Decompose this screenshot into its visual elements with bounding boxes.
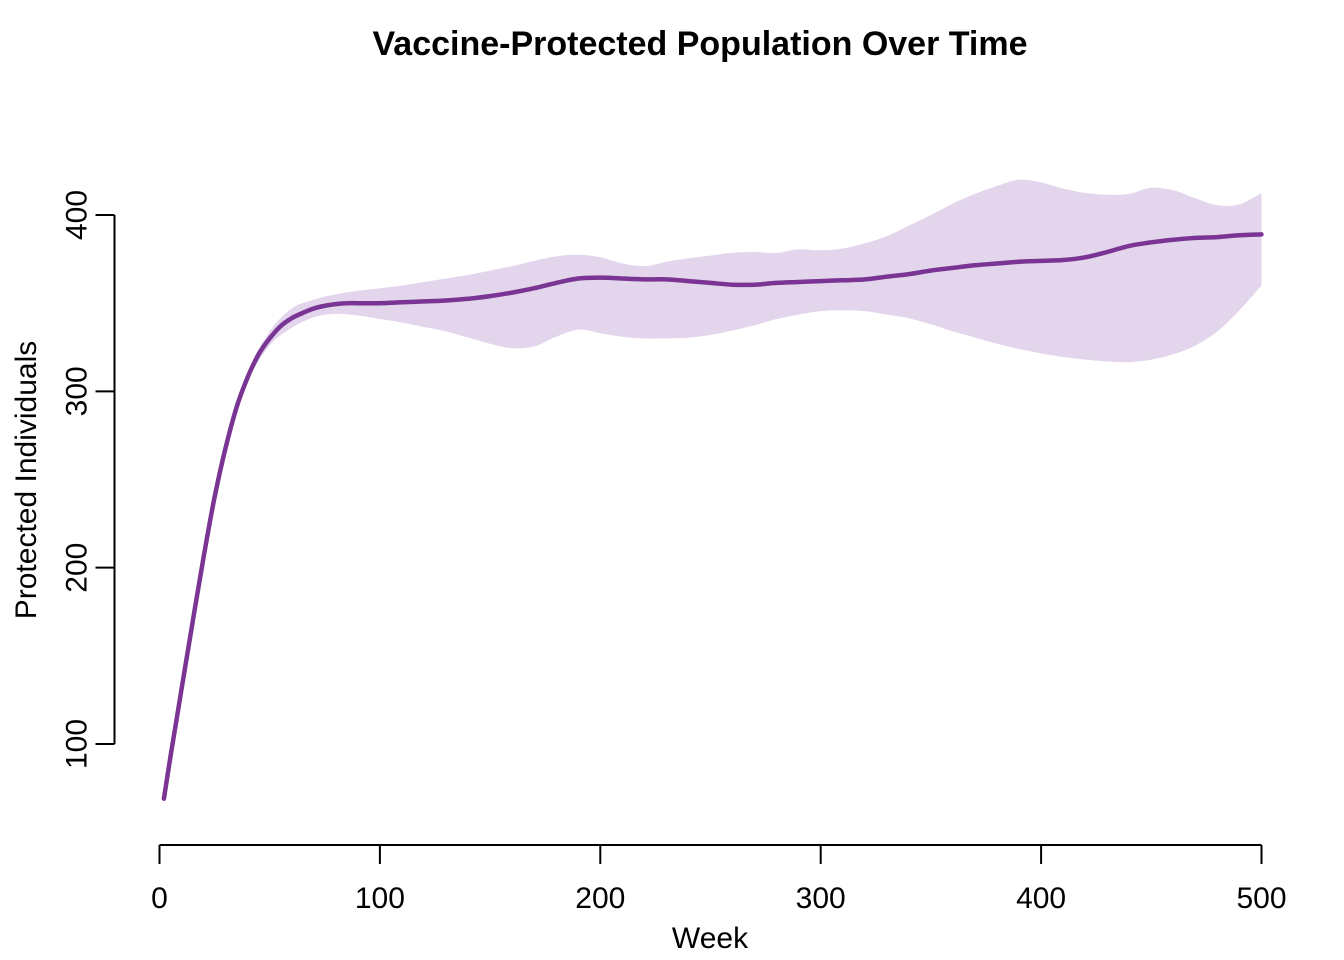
- x-tick-label: 400: [1016, 882, 1066, 915]
- x-axis-label: Week: [672, 922, 749, 955]
- x-tick-group: 0 100 200 300 400 500: [151, 845, 1287, 915]
- y-tick-label: 300: [61, 366, 94, 416]
- y-axis: 100 200 300 400: [61, 190, 116, 769]
- x-tick-label: 0: [151, 882, 168, 915]
- mean-line: [161, 232, 1264, 801]
- x-tick-label: 500: [1236, 882, 1286, 915]
- x-tick-label: 200: [575, 882, 625, 915]
- y-tick-label: 400: [61, 190, 94, 240]
- chart-title: Vaccine-Protected Population Over Time: [372, 25, 1027, 63]
- confidence-band: [163, 179, 1262, 803]
- x-tick-label: 100: [355, 882, 405, 915]
- y-tick-label: 100: [61, 719, 94, 769]
- y-tick-group: 100 200 300 400: [61, 190, 115, 769]
- y-axis-label: Protected Individuals: [10, 341, 43, 620]
- y-tick-label: 200: [61, 543, 94, 593]
- x-tick-label: 300: [796, 882, 846, 915]
- x-axis: 0 100 200 300 400 500: [151, 844, 1287, 915]
